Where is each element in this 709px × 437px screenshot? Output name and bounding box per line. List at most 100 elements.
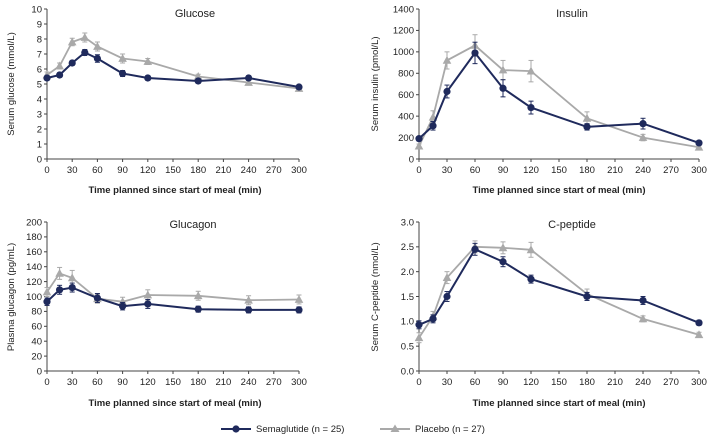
x-tick-label: 90: [117, 165, 128, 176]
data-point-placebo: [694, 142, 704, 151]
x-tick-label: 120: [140, 377, 156, 388]
y-tick-label: 0.5: [401, 341, 414, 352]
panel-title: Insulin: [556, 8, 588, 20]
y-tick-label: 20: [31, 351, 42, 362]
x-tick-label: 90: [117, 377, 128, 388]
data-point-semaglutide: [295, 83, 303, 91]
data-point-placebo: [526, 245, 536, 254]
x-tick-label: 210: [607, 165, 623, 176]
x-tick-label: 120: [140, 165, 156, 176]
data-point-semaglutide: [81, 48, 89, 57]
data-point-placebo: [414, 333, 424, 342]
data-point-placebo: [526, 66, 536, 75]
panel-title: Glucose: [175, 8, 215, 20]
x-tick-label: 300: [291, 377, 307, 388]
y-tick-label: 1.5: [401, 292, 414, 303]
data-point-placebo: [442, 273, 452, 281]
y-tick-label: 40: [31, 337, 42, 348]
x-tick-label: 60: [470, 377, 481, 388]
x-tick-label: 120: [523, 377, 539, 388]
legend: Semaglutide (n = 25) Placebo (n = 27): [221, 424, 485, 435]
y-tick-label: 4: [37, 94, 42, 105]
x-tick-label: 60: [92, 377, 103, 388]
x-axis-label: Time planned since start of meal (min): [473, 398, 646, 409]
series-line-placebo: [418, 245, 700, 339]
y-tick-label: 200: [26, 217, 42, 228]
x-tick-label: 270: [663, 165, 679, 176]
glucose-panel: Glucose Serum glucose (mmol/L) Time plan…: [6, 4, 307, 196]
y-tick-label: 5: [37, 79, 42, 90]
series-line-semaglutide: [418, 51, 700, 144]
y-tick-label: 8: [37, 34, 42, 45]
data-point-semaglutide: [68, 283, 76, 292]
data-point-semaglutide: [43, 74, 51, 82]
x-tick-label: 120: [523, 165, 539, 176]
y-axis-label: Serum glucose (mmol/L): [6, 32, 17, 135]
data-point-placebo: [93, 42, 102, 50]
y-tick-label: 100: [26, 292, 42, 303]
x-tick-label: 240: [635, 377, 651, 388]
data-point-semaglutide: [194, 77, 202, 85]
y-tick-label: 1000: [393, 47, 414, 58]
data-point-semaglutide: [56, 286, 64, 294]
data-point-semaglutide: [639, 120, 647, 128]
y-tick-label: 3: [37, 109, 42, 120]
legend-label-semaglutide: Semaglutide (n = 25): [256, 424, 344, 435]
y-tick-label: 200: [398, 133, 414, 144]
y-axis-label: Serum C-peptide (nmol/L): [370, 242, 381, 351]
data-point-semaglutide: [443, 292, 451, 301]
y-tick-label: 2.5: [401, 242, 414, 253]
data-point-placebo: [193, 291, 203, 300]
data-point-semaglutide: [56, 71, 64, 79]
y-axis-label: Serum insulin (pmol/L): [370, 36, 381, 131]
y-tick-label: 180: [26, 232, 42, 243]
x-axis-label: Time planned since start of meal (min): [473, 185, 646, 196]
y-tick-label: 60: [31, 322, 42, 333]
data-point-semaglutide: [43, 298, 51, 306]
legend-label-placebo: Placebo (n = 27): [415, 424, 485, 435]
data-point-semaglutide: [144, 300, 152, 308]
x-tick-label: 210: [215, 165, 231, 176]
y-tick-label: 0: [37, 366, 42, 377]
data-point-semaglutide: [527, 103, 535, 112]
x-tick-label: 240: [241, 165, 257, 176]
y-tick-label: 1: [37, 139, 42, 150]
data-point-semaglutide: [429, 315, 437, 323]
data-point-placebo: [118, 297, 127, 306]
data-point-placebo: [498, 243, 508, 252]
data-point-placebo: [193, 72, 203, 80]
data-point-semaglutide: [93, 294, 101, 302]
data-point-semaglutide: [471, 245, 479, 253]
series-line-placebo: [418, 44, 700, 149]
x-tick-label: 90: [498, 165, 509, 176]
data-point-placebo: [67, 273, 77, 282]
series-line-semaglutide: [418, 248, 700, 326]
x-tick-label: 180: [190, 165, 206, 176]
y-tick-label: 6: [37, 64, 42, 75]
data-point-placebo: [143, 57, 153, 65]
y-tick-label: 0.0: [401, 366, 414, 377]
c-peptide-panel: C-peptide Serum C-peptide (nmol/L) Time …: [370, 217, 707, 409]
data-point-semaglutide: [194, 305, 202, 313]
insulin-panel: Insulin Serum insulin (pmol/L) Time plan…: [370, 4, 707, 196]
x-tick-label: 240: [635, 165, 651, 176]
data-point-semaglutide: [119, 69, 127, 78]
x-tick-label: 300: [291, 165, 307, 176]
y-tick-label: 2.0: [401, 267, 414, 278]
y-tick-label: 10: [31, 4, 42, 15]
panel-title: C-peptide: [548, 219, 596, 231]
x-tick-label: 210: [607, 377, 623, 388]
y-tick-label: 400: [398, 111, 414, 122]
x-axis-label: Time planned since start of meal (min): [89, 185, 262, 196]
y-tick-label: 800: [398, 69, 414, 80]
x-tick-label: 30: [442, 377, 453, 388]
data-point-semaglutide: [245, 306, 253, 314]
x-tick-label: 0: [44, 377, 49, 388]
data-point-placebo: [294, 295, 304, 303]
data-point-placebo: [67, 37, 77, 46]
legend-marker-semaglutide: [232, 425, 240, 433]
data-point-placebo: [55, 61, 64, 70]
x-tick-label: 150: [551, 165, 567, 176]
